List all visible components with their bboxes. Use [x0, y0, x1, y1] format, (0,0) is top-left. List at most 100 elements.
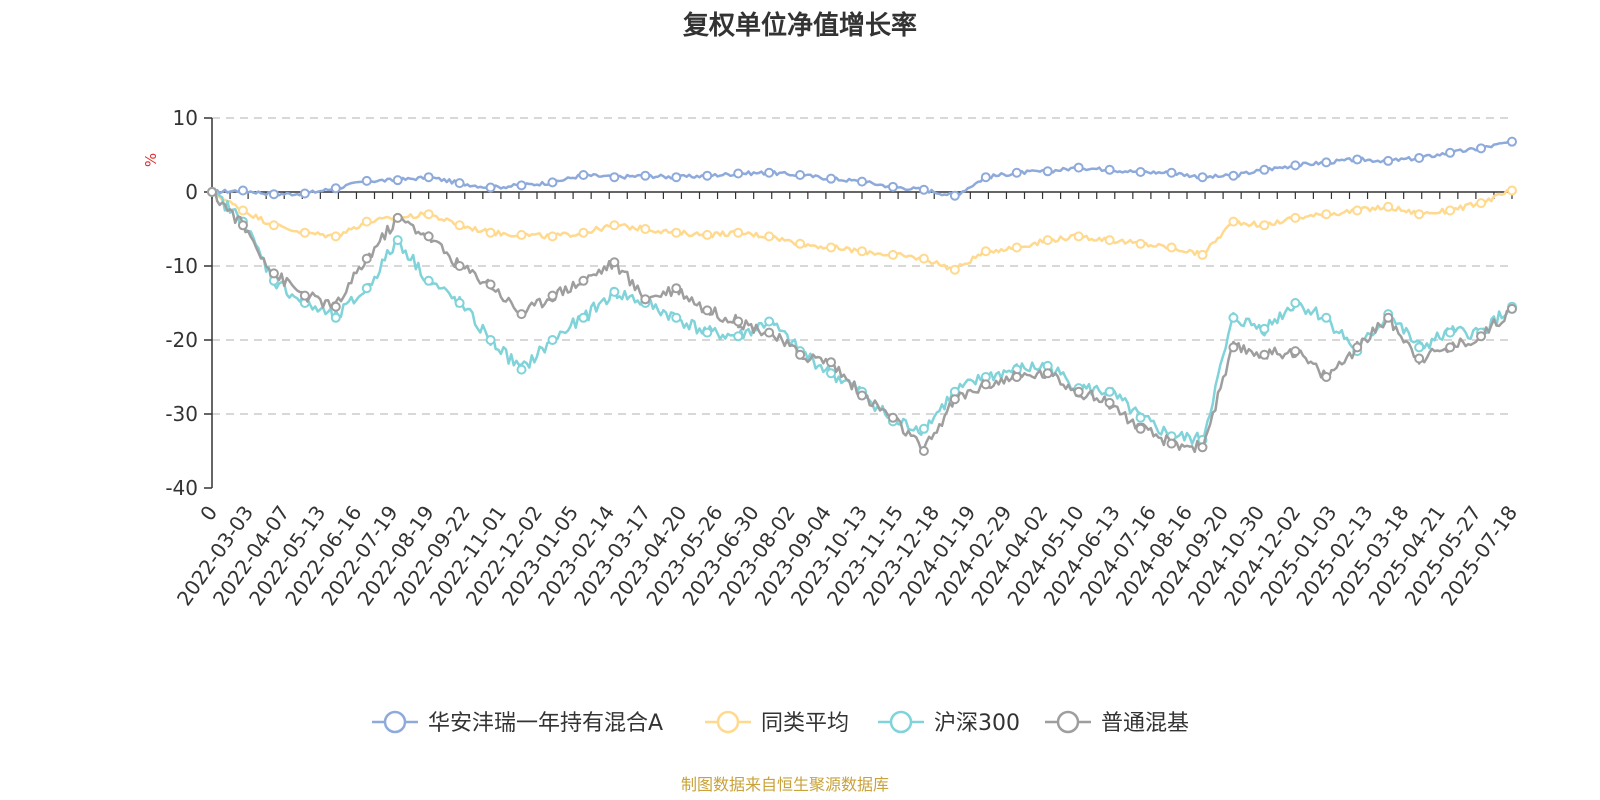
series-point-2 [733, 331, 744, 342]
series-point-3 [949, 394, 960, 405]
series-point-2 [826, 368, 837, 379]
series-point-1 [330, 231, 341, 242]
series-point-3 [361, 253, 372, 264]
series-point-2 [454, 298, 465, 308]
series-point-1 [299, 227, 310, 238]
series-point-1 [1321, 209, 1332, 220]
series-point-2 [918, 423, 929, 434]
series-point-1 [1166, 242, 1177, 253]
series-point-2 [547, 335, 558, 345]
series-point-1 [1228, 216, 1239, 227]
series-point-1 [1197, 249, 1208, 260]
series-point-1 [1011, 242, 1022, 253]
series-point-1 [516, 229, 527, 240]
series-point-0 [1445, 147, 1456, 158]
series-point-0 [980, 172, 991, 183]
series-point-2 [578, 312, 589, 323]
series-point-1 [733, 227, 744, 238]
series-point-0 [640, 170, 651, 181]
series-point-2 [516, 364, 527, 375]
series-point-3 [578, 275, 589, 286]
series-point-3 [640, 294, 651, 305]
series-point-2 [1321, 312, 1332, 323]
series-point-2 [1104, 386, 1115, 397]
series-point-1 [609, 220, 620, 231]
legend-marker-icon [1056, 710, 1080, 734]
legend-label: 普通混基 [1101, 711, 1189, 736]
legend-item-0[interactable]: 华安沣瑞一年持有混合A [372, 710, 663, 736]
series-point-3 [1135, 423, 1146, 434]
x-tick-label: 0 [195, 501, 222, 525]
legend: 华安沣瑞一年持有混合A 同类平均 沪深300 普通混基 [372, 710, 1189, 736]
series-point-3 [1197, 442, 1208, 453]
legend-label: 沪深300 [934, 711, 1020, 736]
series-point-0 [1259, 164, 1270, 175]
series-point-2 [671, 312, 682, 323]
series-point-1 [795, 238, 806, 249]
series-point-1 [1507, 185, 1517, 196]
series-point-2 [702, 327, 713, 338]
series-point-2 [330, 312, 341, 323]
series-point-3 [826, 357, 837, 368]
series-point-3 [980, 379, 991, 390]
series-point-1 [1352, 205, 1363, 216]
series-point-1 [1042, 235, 1053, 246]
series-point-3 [1042, 368, 1053, 379]
series-point-1 [826, 242, 837, 253]
series-point-3 [702, 305, 713, 316]
legend-marker-icon [383, 710, 407, 734]
series-point-0 [1011, 167, 1022, 178]
series-point-0 [1383, 155, 1394, 166]
series-point-3 [918, 446, 929, 456]
series-point-3 [857, 390, 867, 401]
series-point-0 [1042, 166, 1053, 177]
plot-area [207, 136, 1517, 456]
series-point-0 [702, 170, 713, 181]
series-line-3 [211, 187, 1513, 454]
chart-title: 复权单位净值增长率 [683, 10, 917, 41]
series-point-3 [423, 231, 434, 242]
series-point-3 [1476, 331, 1487, 342]
series-point-0 [485, 182, 496, 193]
series-point-3 [1011, 372, 1022, 382]
series-point-3 [1073, 386, 1084, 397]
series-point-0 [578, 169, 589, 180]
legend-marker-icon [716, 710, 740, 734]
series-point-3 [1290, 346, 1301, 357]
legend-label: 华安沣瑞一年持有混合A [428, 711, 663, 736]
series-point-1 [640, 224, 651, 234]
series-point-0 [330, 183, 341, 194]
series-point-1 [1414, 209, 1425, 220]
series-point-1 [702, 229, 713, 240]
series-point-3 [392, 212, 403, 223]
series-point-3 [1507, 303, 1517, 314]
series-point-3 [485, 279, 496, 290]
legend-item-2[interactable]: 沪深300 [878, 710, 1020, 736]
series-point-0 [423, 172, 434, 183]
series-point-3 [1104, 397, 1115, 408]
series-point-3 [330, 301, 341, 312]
series-point-3 [547, 290, 558, 301]
series-point-0 [671, 172, 682, 183]
legend-item-3[interactable]: 普通混基 [1045, 710, 1189, 736]
y-tick-label: -20 [165, 328, 198, 352]
series-point-1 [1135, 238, 1146, 249]
series-point-0 [857, 176, 867, 187]
series-point-0 [1135, 167, 1146, 178]
legend-item-1[interactable]: 同类平均 [705, 710, 849, 736]
series-point-1 [1259, 220, 1270, 231]
series-point-1 [1476, 198, 1487, 209]
y-tick-label: -10 [165, 254, 198, 278]
series-point-1 [764, 231, 775, 242]
series-point-3 [671, 283, 682, 294]
series-point-3 [237, 220, 248, 231]
series-point-1 [980, 246, 991, 257]
series-point-0 [392, 175, 403, 186]
series-point-2 [1135, 412, 1146, 423]
series-point-3 [1352, 342, 1363, 353]
series-point-2 [392, 235, 403, 246]
series-point-3 [1414, 353, 1425, 364]
y-tick-label: 10 [173, 106, 198, 130]
series-point-0 [887, 181, 898, 192]
data-source-note: 制图数据来自恒生聚源数据库 [681, 775, 889, 794]
